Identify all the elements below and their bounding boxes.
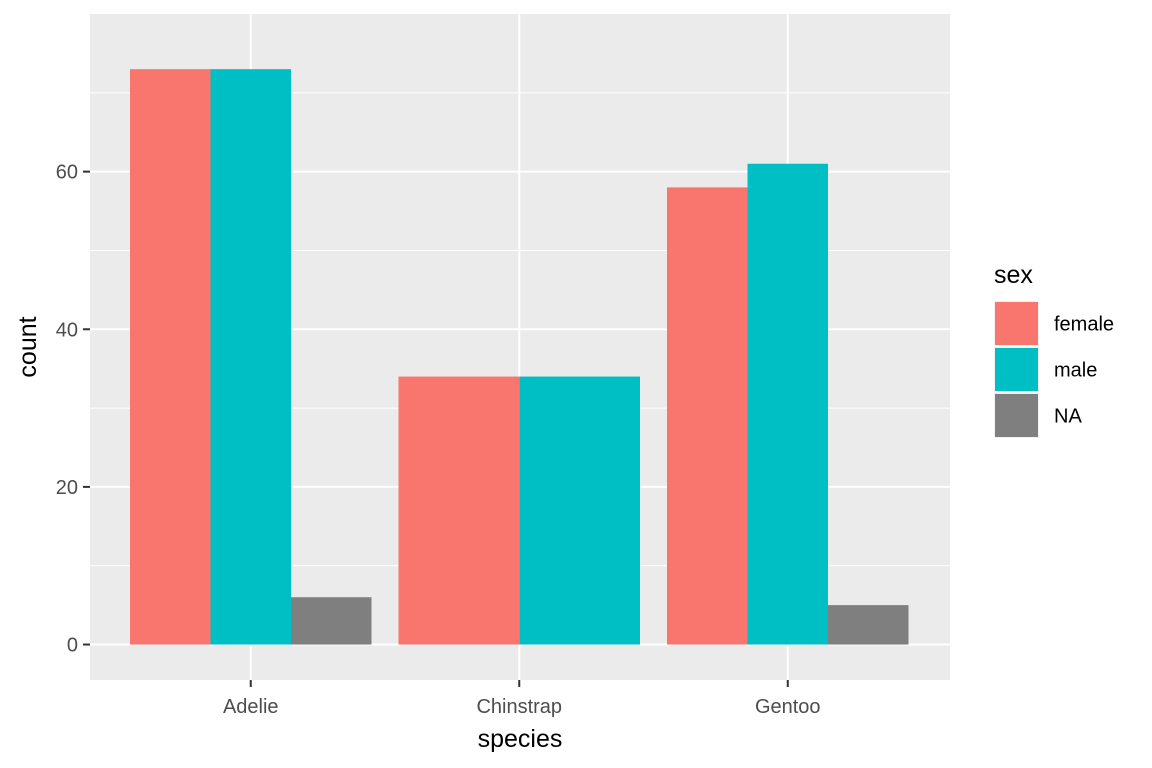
legend-label: NA [1054,406,1082,428]
legend: sex female male NA [994,261,1114,438]
x-tick-label: Chinstrap [476,696,562,718]
bar-chinstrap-male [519,376,640,645]
y-tick-label: 20 [56,477,78,499]
y-axis-title: count [14,316,42,377]
y-tick-label: 40 [56,319,78,341]
x-axis: Adelie Chinstrap Gentoo [223,680,821,718]
bar-chinstrap-female [398,376,520,645]
legend-title: sex [994,261,1033,289]
y-tick-label: 0 [67,635,78,657]
legend-label: male [1054,360,1097,382]
y-tick-label: 60 [56,162,78,184]
legend-swatch-female [995,302,1038,345]
legend-swatch-na [995,394,1038,437]
bars [130,69,909,645]
bar-adelie-na [291,597,372,645]
legend-swatch-male [995,348,1038,391]
legend-label: female [1054,314,1114,336]
x-tick-label: Adelie [223,696,279,718]
x-axis-title: species [478,725,563,753]
bar-gentoo-na [828,605,909,645]
y-axis: 0 20 40 60 [56,162,90,657]
bar-gentoo-female [667,187,748,645]
x-tick-label: Gentoo [755,696,821,718]
bar-adelie-male [210,69,291,645]
bar-gentoo-male [747,163,828,645]
bar-adelie-female [130,69,211,645]
